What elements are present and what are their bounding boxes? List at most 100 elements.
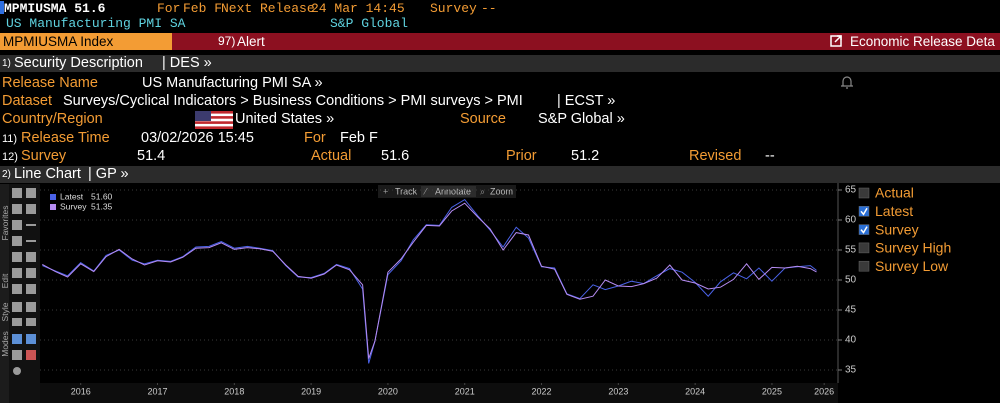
- next-value: 24 Mar 14:45: [311, 1, 405, 16]
- alert-num: 97): [218, 34, 236, 48]
- survey-value: --: [481, 1, 497, 16]
- y-tick-label: 55: [845, 245, 857, 256]
- line-chart: + Track ⁄ Annotate ⌕ Zoom 35 40 45 50 55 60 65…: [40, 183, 951, 403]
- last-value: 51.6: [74, 1, 106, 16]
- release-time: 03/02/2026 15:45: [141, 130, 254, 146]
- track-icon: +: [383, 186, 388, 196]
- active-tool-bg: [421, 186, 476, 197]
- y-tick-label: 35: [845, 365, 857, 376]
- legend-value: 51.35: [91, 201, 113, 211]
- section-bar: 1) Security Description | DES »: [0, 55, 1000, 72]
- release-link[interactable]: Economic Release Deta: [830, 34, 995, 49]
- zoom-icon: ⌕: [480, 186, 485, 196]
- x-tick-label: 2021: [455, 386, 475, 396]
- x-tick-label: 2022: [532, 386, 552, 396]
- section-title[interactable]: Security Description: [14, 55, 143, 71]
- plot-background: [40, 183, 838, 403]
- x-axis-band: [40, 383, 838, 403]
- tool-icons[interactable]: [10, 186, 40, 376]
- option-label[interactable]: Latest: [875, 203, 913, 219]
- legend-swatch: [50, 204, 56, 210]
- toolbar: 97) Alert Economic Release Deta: [172, 33, 1000, 50]
- option-label[interactable]: Survey High: [875, 240, 951, 256]
- release-time-label: Release Time: [21, 130, 110, 146]
- ticker: MPMIUSMA: [4, 1, 67, 16]
- survey-label: Survey: [430, 1, 477, 16]
- checkmark: [860, 226, 868, 234]
- source-label: Source: [460, 111, 506, 127]
- survey-label: Survey: [21, 148, 67, 164]
- checkbox[interactable]: [858, 242, 870, 254]
- y-tick-label: 45: [845, 305, 857, 316]
- bell-icon[interactable]: [840, 74, 854, 90]
- for-label: For: [157, 1, 181, 16]
- prior-value: 51.2: [571, 148, 600, 164]
- x-tick-label: 2023: [608, 386, 628, 396]
- legend-swatch: [50, 194, 56, 200]
- row-num: 11): [2, 133, 18, 145]
- checkbox[interactable]: [858, 206, 870, 217]
- annotate-icon: ⁄: [423, 186, 428, 196]
- section-bar: 2) Line Chart | GP »: [0, 166, 1000, 183]
- y-tick-label: 40: [845, 335, 857, 346]
- tool-strip: Favorites Edit Style Modes: [0, 184, 40, 403]
- section-num: 2): [2, 169, 11, 180]
- y-tick-label: 60: [845, 215, 857, 226]
- country-label: Country/Region: [2, 111, 103, 127]
- series-line: [42, 198, 817, 364]
- alert-button[interactable]: Alert: [237, 34, 265, 49]
- release-name-label: Release Name: [2, 75, 98, 91]
- source[interactable]: S&P Global »: [538, 111, 625, 127]
- x-tick-label: 2020: [378, 386, 398, 396]
- dataset[interactable]: Surveys/Cyclical Indicators > Business C…: [63, 93, 523, 109]
- checkbox[interactable]: [858, 224, 870, 235]
- actual-value: 51.6: [381, 148, 410, 164]
- revised-label: Revised: [689, 148, 742, 164]
- x-tick-label: 2018: [224, 386, 244, 396]
- security-box[interactable]: MPMIUSMA Index: [0, 33, 172, 50]
- section-num: 1): [2, 58, 11, 69]
- y-tick-label: 50: [845, 275, 857, 286]
- chart-tool[interactable]: Track: [395, 186, 418, 196]
- legend-label: Latest: [60, 191, 84, 201]
- section-code: | GP »: [88, 166, 129, 182]
- x-tick-label: 2017: [147, 386, 167, 396]
- x-tick-label: 2019: [301, 386, 321, 396]
- checkmark: [860, 207, 868, 216]
- revised-value: --: [765, 148, 775, 164]
- y-tick-label: 65: [845, 185, 857, 196]
- for-value: Feb F: [340, 130, 378, 146]
- for-value: Feb F: [183, 1, 223, 16]
- security-field: MPMIUSMA Index: [3, 34, 114, 49]
- country[interactable]: United States »: [235, 111, 335, 127]
- prior-label: Prior: [506, 148, 537, 164]
- survey-value: 51.4: [137, 148, 166, 164]
- security-name: US Manufacturing PMI SA: [6, 16, 186, 31]
- next-label: Next Release: [221, 1, 315, 16]
- legend-value: 51.60: [91, 191, 113, 201]
- external-icon: [830, 35, 842, 47]
- series-line: [42, 202, 817, 359]
- for-label: For: [304, 130, 326, 146]
- checkbox[interactable]: [858, 260, 870, 272]
- side-tabs: [0, 184, 9, 403]
- release-name[interactable]: US Manufacturing PMI SA »: [142, 75, 323, 91]
- actual-label: Actual: [311, 148, 352, 164]
- dataset-label: Dataset: [2, 93, 52, 109]
- chart-tool[interactable]: Annotate: [435, 186, 471, 196]
- section-title[interactable]: Line Chart: [14, 166, 81, 182]
- section-code: | DES »: [162, 55, 212, 71]
- option-label[interactable]: Survey: [875, 221, 919, 237]
- release-link-text: Economic Release Deta: [850, 34, 995, 49]
- dataset-code: | ECST »: [557, 93, 616, 109]
- legend-label: Survey: [60, 201, 87, 211]
- checkbox[interactable]: [858, 187, 870, 199]
- option-label[interactable]: Survey Low: [875, 258, 949, 274]
- option-label[interactable]: Actual: [875, 185, 914, 201]
- row-num: 12): [2, 151, 18, 163]
- x-tick-label: 2024: [685, 386, 705, 396]
- chart-tool[interactable]: Zoom: [490, 186, 513, 196]
- x-tick-label: 2025: [762, 386, 782, 396]
- indicator: [0, 1, 4, 14]
